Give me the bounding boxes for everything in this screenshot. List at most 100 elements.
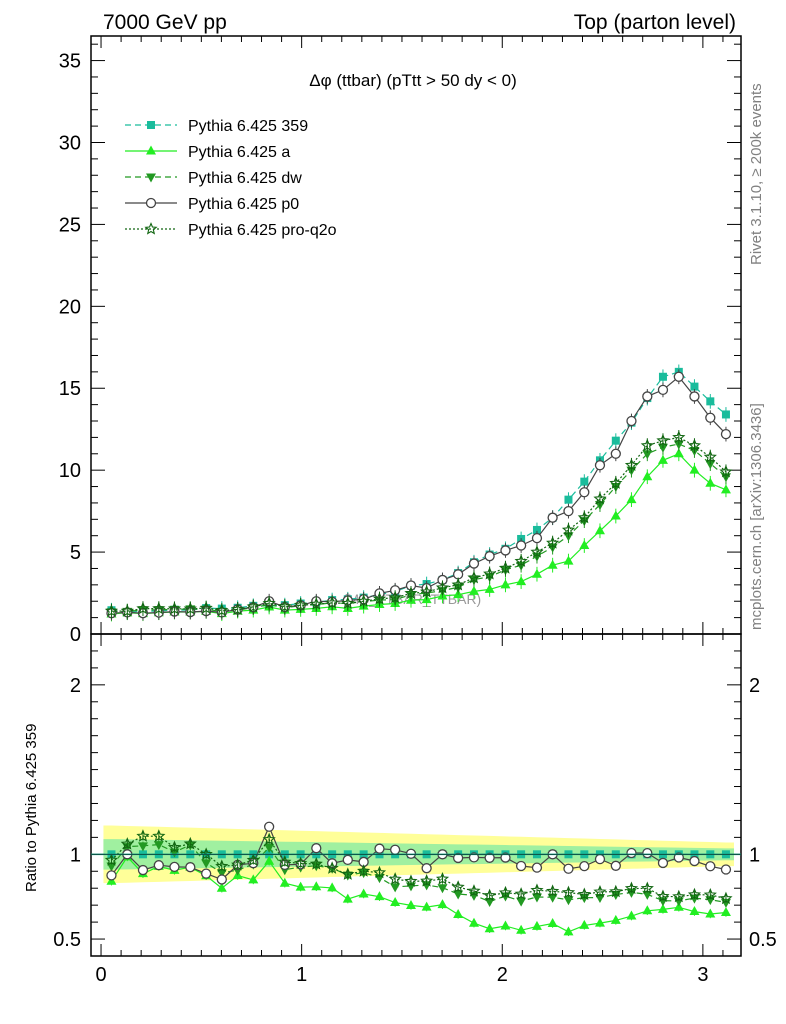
- data-point: [624, 458, 639, 471]
- data-point: [516, 576, 527, 586]
- data-point: [199, 601, 213, 614]
- data-point: [146, 173, 156, 183]
- data-point: [153, 860, 164, 871]
- data-point: [216, 882, 227, 892]
- data-point: [452, 852, 464, 864]
- data-point: [658, 372, 667, 381]
- data-point: [579, 487, 590, 498]
- data-point: [593, 884, 607, 898]
- y-tick-label: 0: [70, 624, 81, 646]
- data-point: [357, 864, 371, 877]
- data-point: [626, 847, 637, 859]
- data-point: [640, 438, 654, 452]
- data-point: [672, 430, 686, 444]
- data-point: [325, 595, 339, 609]
- data-point: [262, 596, 276, 609]
- data-point: [610, 860, 621, 871]
- data-point: [106, 870, 117, 881]
- data-point: [295, 881, 306, 891]
- series-5: [104, 430, 733, 619]
- chart-title: Δφ (ttbar) (pTtt > 50 dy < 0): [309, 71, 517, 90]
- data-point: [657, 857, 669, 869]
- data-point: [437, 899, 448, 909]
- data-point: [325, 861, 339, 874]
- x-tick-label: 3: [697, 964, 708, 986]
- data-point: [689, 906, 700, 916]
- data-point: [453, 890, 464, 900]
- series-line: [111, 375, 727, 614]
- data-point: [104, 853, 119, 866]
- data-point: [183, 836, 197, 850]
- data-point: [342, 854, 353, 866]
- data-point: [689, 464, 700, 474]
- data-point: [642, 450, 653, 460]
- data-point: [561, 885, 576, 899]
- ratio-plot-panel: 0 1 2 3 0.5 0.5 1 1 2 2 Ratio to Pythia 6.425 359: [23, 633, 777, 986]
- data-point: [609, 884, 623, 898]
- data-point: [500, 920, 511, 930]
- data-point: [640, 881, 654, 895]
- data-point: [167, 601, 182, 615]
- data-point: [483, 566, 497, 580]
- data-point: [153, 841, 164, 851]
- y-tick-label: 10: [59, 460, 81, 482]
- legend: Pythia 6.425 359 Pythia 6.425 a Pythia 6.4…: [125, 118, 337, 239]
- data-point: [673, 440, 684, 450]
- data-point: [531, 893, 542, 903]
- data-point: [404, 874, 418, 887]
- data-point: [215, 603, 229, 617]
- x-tick-label: 2: [497, 964, 508, 986]
- data-point: [264, 843, 275, 853]
- data-point: [468, 585, 479, 595]
- legend-entry: Pythia 6.425 pro-q2o: [125, 222, 337, 239]
- ratio-series-line: [110, 855, 727, 933]
- data-point: [435, 872, 450, 885]
- legend-entry: Pythia 6.425 359: [125, 118, 308, 135]
- data-point: [564, 495, 573, 504]
- y-tick-label: 15: [59, 378, 81, 400]
- y-tick-label: 30: [59, 132, 81, 154]
- data-point: [374, 843, 385, 854]
- data-point: [673, 371, 684, 382]
- data-point: [341, 596, 355, 609]
- data-point: [484, 852, 495, 863]
- data-point: [530, 883, 544, 896]
- data-point: [579, 540, 590, 550]
- data-point: [547, 918, 558, 928]
- data-point: [563, 896, 574, 906]
- data-point: [577, 887, 591, 901]
- data-point: [137, 864, 149, 876]
- data-point: [389, 844, 401, 855]
- data-point: [311, 881, 322, 891]
- data-point: [404, 586, 418, 599]
- data-point: [720, 906, 731, 916]
- data-point: [248, 874, 259, 884]
- data-point: [246, 853, 260, 866]
- legend-label: Pythia 6.425 359: [188, 118, 308, 135]
- data-point: [372, 592, 387, 605]
- data-point: [145, 197, 157, 209]
- data-point: [246, 599, 260, 613]
- data-point: [720, 864, 732, 875]
- ratio-series-line: [111, 843, 727, 903]
- data-point: [437, 884, 448, 894]
- data-point: [515, 860, 527, 872]
- data-point: [435, 580, 450, 594]
- data-point: [136, 601, 150, 615]
- legend-entry: Pythia 6.425 p0: [125, 196, 299, 213]
- data-point: [484, 897, 495, 907]
- data-point: [703, 887, 717, 901]
- data-point: [388, 590, 402, 604]
- header-left: 7000 GeV pp: [103, 11, 227, 34]
- data-point: [516, 897, 527, 907]
- data-point: [215, 859, 229, 872]
- data-point: [609, 476, 623, 489]
- data-point: [390, 897, 401, 907]
- ratio-series-line: [111, 835, 727, 900]
- data-point: [531, 533, 543, 544]
- data-point: [610, 510, 621, 520]
- y-tick-label: 5: [70, 542, 81, 564]
- data-point: [687, 438, 702, 452]
- data-point: [498, 885, 513, 899]
